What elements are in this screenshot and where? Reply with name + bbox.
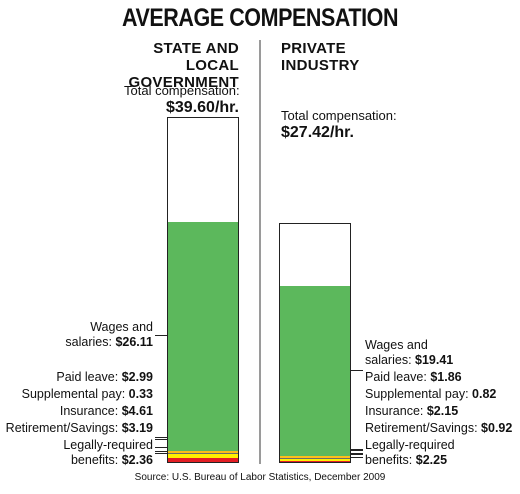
state-total-value: $39.60/hr. [166, 99, 239, 116]
state-label-insurance-line-1: Insurance: $4.61 [60, 404, 153, 419]
state-label-insurance: Insurance: $4.61 [60, 404, 153, 419]
private-label-paid_leave: Paid leave: $1.86 [365, 370, 462, 385]
state-value-retirement: $3.19 [121, 420, 153, 435]
private-value-legal: $2.25 [415, 453, 448, 468]
state-total-label: Total compensation: [124, 83, 240, 98]
state-label-wages-text-1: Wages and [90, 320, 153, 335]
private-label-legal-text-1: Legally-required [365, 438, 455, 453]
state-label-retirement: Retirement/Savings: $3.19 [6, 421, 153, 436]
private-bar [279, 223, 351, 463]
private-tick-legal [351, 453, 363, 454]
private-label-wages-line-2: salaries: $19.41 [365, 353, 453, 368]
state-tick-retirement [155, 447, 167, 448]
private-label-paid_leave-text-1: Paid leave: [365, 370, 427, 385]
state-label-legal: Legally-required benefits: $2.36 [63, 438, 153, 468]
private-label-wages-text-1: Wages and [365, 338, 428, 353]
state-heading-line-2: GOVERNMENT [128, 74, 239, 91]
private-heading-line-2: INDUSTRY [281, 57, 360, 74]
private-label-legal: Legally-required benefits: $2.25 [365, 438, 455, 468]
private-tick-supplemental [351, 454, 363, 455]
private-label-legal-line-1: Legally-required [365, 438, 455, 453]
private-heading: PRIVATE INDUSTRY [281, 40, 360, 74]
state-tick-legal [155, 453, 167, 454]
state-tick-supplemental [155, 451, 167, 452]
private-heading-line-1: PRIVATE [281, 40, 346, 57]
private-label-wages: Wages and salaries: $19.41 [365, 338, 453, 368]
state-label-supplemental: Supplemental pay: 0.33 [22, 387, 153, 402]
private-label-legal-line-2: benefits: $2.25 [365, 453, 455, 468]
state-label-wages-line-1: Wages and [65, 320, 153, 335]
private-label-retirement: Retirement/Savings: $0.92 [365, 421, 512, 436]
state-tick-wages [155, 335, 167, 336]
state-label-paid_leave: Paid leave: $2.99 [56, 370, 153, 385]
state-label-legal-text-2: benefits: [70, 452, 119, 467]
private-value-retirement: $0.92 [481, 421, 513, 436]
state-label-paid_leave-line-1: Paid leave: $2.99 [56, 370, 153, 385]
state-label-legal-text-1: Legally-required [63, 437, 153, 452]
state-label-wages-line-2: salaries: $26.11 [65, 335, 153, 350]
state-value-insurance: $4.61 [121, 403, 153, 418]
state-value-wages: $26.11 [115, 335, 153, 350]
private-tick-retirement [351, 457, 363, 458]
private-value-paid_leave: $1.86 [430, 370, 462, 385]
private-label-legal-text-2: benefits: [365, 453, 413, 468]
private-tick-wages [351, 370, 363, 371]
state-value-supplemental: 0.33 [128, 386, 153, 401]
private-total-value: $27.42/hr. [281, 124, 354, 141]
private-tick-paid_leave [351, 449, 363, 450]
state-label-retirement-text-1: Retirement/Savings: [5, 420, 119, 435]
private-label-insurance-line-1: Insurance: $2.15 [365, 404, 458, 419]
state-segment-wages [168, 222, 238, 451]
state-label-wages: Wages and salaries: $26.11 [65, 320, 153, 350]
state-value-legal: $2.36 [121, 452, 153, 467]
state-label-legal-line-2: benefits: $2.36 [63, 453, 153, 468]
state-label-wages-text-2: salaries: [65, 335, 112, 350]
private-value-wages: $19.41 [415, 353, 454, 368]
state-label-retirement-line-1: Retirement/Savings: $3.19 [6, 421, 153, 436]
state-heading: STATE AND LOCAL GOVERNMENT [117, 40, 239, 91]
state-tick-insurance [155, 437, 167, 438]
state-label-insurance-text-1: Insurance: [59, 403, 119, 418]
state-label-legal-line-1: Legally-required [63, 438, 153, 453]
chart-title: AVERAGE COMPENSATION [121, 4, 399, 32]
private-label-supplemental-line-1: Supplemental pay: 0.82 [365, 387, 496, 402]
state-label-supplemental-text-1: Supplemental pay: [21, 386, 126, 401]
column-divider [259, 40, 261, 464]
private-label-wages-text-2: salaries: [365, 353, 412, 368]
private-label-retirement-text-1: Retirement/Savings: [365, 421, 478, 436]
private-value-supplemental: 0.82 [472, 387, 497, 402]
source-note: Source: U.S. Bureau of Labor Statistics,… [134, 472, 386, 483]
private-label-wages-line-1: Wages and [365, 338, 453, 353]
private-segment-wages [280, 286, 350, 456]
private-label-supplemental: Supplemental pay: 0.82 [365, 387, 496, 402]
private-value-insurance: $2.15 [426, 404, 459, 419]
state-heading-line-1: STATE AND LOCAL [153, 40, 239, 74]
state-label-paid_leave-text-1: Paid leave: [56, 369, 119, 384]
state-tick-paid_leave [155, 439, 167, 440]
state-value-paid_leave: $2.99 [121, 369, 153, 384]
private-label-insurance-text-1: Insurance: [365, 404, 424, 419]
state-bar [167, 117, 239, 463]
private-label-paid_leave-line-1: Paid leave: $1.86 [365, 370, 462, 385]
private-total-label: Total compensation: [281, 108, 397, 123]
private-label-supplemental-text-1: Supplemental pay: [365, 387, 469, 402]
private-tick-insurance [351, 450, 363, 451]
private-label-insurance: Insurance: $2.15 [365, 404, 458, 419]
state-label-supplemental-line-1: Supplemental pay: 0.33 [22, 387, 153, 402]
private-label-retirement-line-1: Retirement/Savings: $0.92 [365, 421, 512, 436]
